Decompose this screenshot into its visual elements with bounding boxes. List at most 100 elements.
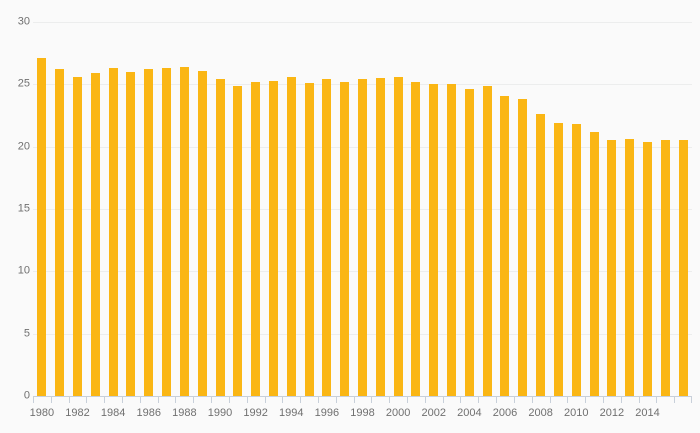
x-axis-tick-label: 2008	[528, 407, 553, 419]
x-axis-tick	[639, 397, 640, 403]
bar[interactable]	[215, 79, 225, 396]
x-axis-ticks	[33, 397, 692, 404]
x-axis-tick	[532, 397, 533, 403]
bar[interactable]	[73, 76, 83, 396]
x-axis-tick	[691, 397, 692, 403]
x-axis-tick	[229, 397, 230, 403]
bar[interactable]	[340, 81, 350, 396]
bar[interactable]	[268, 80, 278, 396]
x-axis-tick-label: 1988	[172, 407, 197, 419]
x-axis-tick	[211, 397, 212, 403]
x-axis-tick-label: 2012	[599, 407, 625, 419]
x-axis-tick	[621, 397, 622, 403]
x-axis-tick-label: 1980	[29, 407, 55, 419]
x-axis-tick	[265, 397, 266, 403]
gridline	[33, 22, 692, 23]
x-axis-tick	[69, 397, 70, 403]
bar[interactable]	[536, 114, 546, 396]
x-axis-tick	[158, 397, 159, 403]
x-axis-tick	[336, 397, 337, 403]
x-axis-tick	[514, 397, 515, 403]
bar[interactable]	[642, 141, 652, 396]
y-axis-tick-label: 20	[17, 140, 30, 153]
x-axis-tick	[496, 397, 497, 403]
x-axis-tick	[318, 397, 319, 403]
bar[interactable]	[286, 76, 296, 396]
x-axis-tick	[354, 397, 355, 403]
x-axis-tick	[443, 397, 444, 403]
x-axis-tick-label: 1998	[350, 407, 375, 419]
x-axis-tick-label: 1996	[314, 407, 340, 419]
x-axis-tick	[407, 397, 408, 403]
bar[interactable]	[144, 69, 154, 396]
y-axis-tick-label: 10	[17, 264, 30, 277]
bar[interactable]	[322, 79, 332, 396]
plot-area	[33, 22, 692, 397]
x-axis-tick-label: 1990	[207, 407, 233, 419]
bar[interactable]	[251, 81, 261, 396]
x-axis-tick	[478, 397, 479, 403]
bar[interactable]	[90, 73, 100, 396]
bar[interactable]	[393, 76, 403, 396]
x-axis-tick-label: 2014	[635, 407, 660, 419]
x-axis-tick-label: 2000	[385, 407, 411, 419]
x-axis-tick	[567, 397, 568, 403]
bar[interactable]	[162, 68, 172, 396]
bar[interactable]	[197, 70, 207, 396]
bar[interactable]	[607, 140, 617, 396]
bar[interactable]	[375, 78, 385, 396]
x-axis-tick	[603, 397, 604, 403]
y-axis-tick-label: 5	[23, 327, 30, 340]
x-axis-tick	[425, 397, 426, 403]
x-axis-tick	[300, 397, 301, 403]
bar[interactable]	[304, 83, 314, 396]
x-axis-tick	[674, 397, 675, 403]
y-axis-tick-label: 15	[17, 202, 30, 215]
bar[interactable]	[447, 84, 457, 396]
bar[interactable]	[678, 140, 688, 396]
bar[interactable]	[500, 95, 510, 396]
x-axis-tick-label: 2006	[492, 407, 518, 419]
x-axis-tick-label: 1982	[65, 407, 90, 419]
x-axis-tick-label: 1994	[279, 407, 304, 419]
x-axis-tick	[550, 397, 551, 403]
bar[interactable]	[233, 85, 243, 396]
bar[interactable]	[108, 68, 118, 396]
x-axis-labels: 1980 1982 1984 1986 1988 1990 1992 1994 1996 1998…	[29, 0, 692, 433]
bar[interactable]	[625, 139, 635, 396]
x-axis-tick	[585, 397, 586, 403]
x-axis-tick	[104, 397, 105, 403]
y-axis-tick-label: 30	[17, 15, 30, 28]
bar[interactable]	[518, 99, 528, 396]
bar[interactable]	[553, 122, 563, 396]
y-axis-tick-label: 25	[17, 77, 30, 90]
x-axis-tick	[460, 397, 461, 403]
x-axis-tick-label: 1986	[136, 407, 162, 419]
x-axis-tick	[175, 397, 176, 403]
x-axis-tick	[86, 397, 87, 403]
x-axis-tick	[282, 397, 283, 403]
bar[interactable]	[589, 131, 599, 396]
x-axis-tick	[193, 397, 194, 403]
bar[interactable]	[126, 71, 136, 396]
x-axis-tick-label: 1992	[243, 407, 268, 419]
bar[interactable]	[660, 140, 670, 396]
bar[interactable]	[37, 58, 47, 396]
x-axis-line	[33, 396, 692, 397]
x-axis-tick	[247, 397, 248, 403]
x-axis-tick-label: 2002	[421, 407, 446, 419]
bar[interactable]	[571, 124, 581, 396]
bar[interactable]	[464, 89, 474, 396]
x-axis-tick-label: 2004	[457, 407, 482, 419]
bar[interactable]	[179, 66, 189, 396]
bar[interactable]	[429, 84, 439, 396]
y-axis-labels: 0 5 10 15 20 25 30	[0, 16, 30, 401]
x-axis-tick	[51, 397, 52, 403]
bar[interactable]	[55, 69, 65, 396]
bar[interactable]	[482, 85, 492, 396]
bar[interactable]	[358, 79, 367, 396]
x-axis-tick	[140, 397, 141, 403]
bar[interactable]	[411, 81, 421, 396]
x-axis-tick	[389, 397, 390, 403]
x-axis-tick	[371, 397, 372, 403]
